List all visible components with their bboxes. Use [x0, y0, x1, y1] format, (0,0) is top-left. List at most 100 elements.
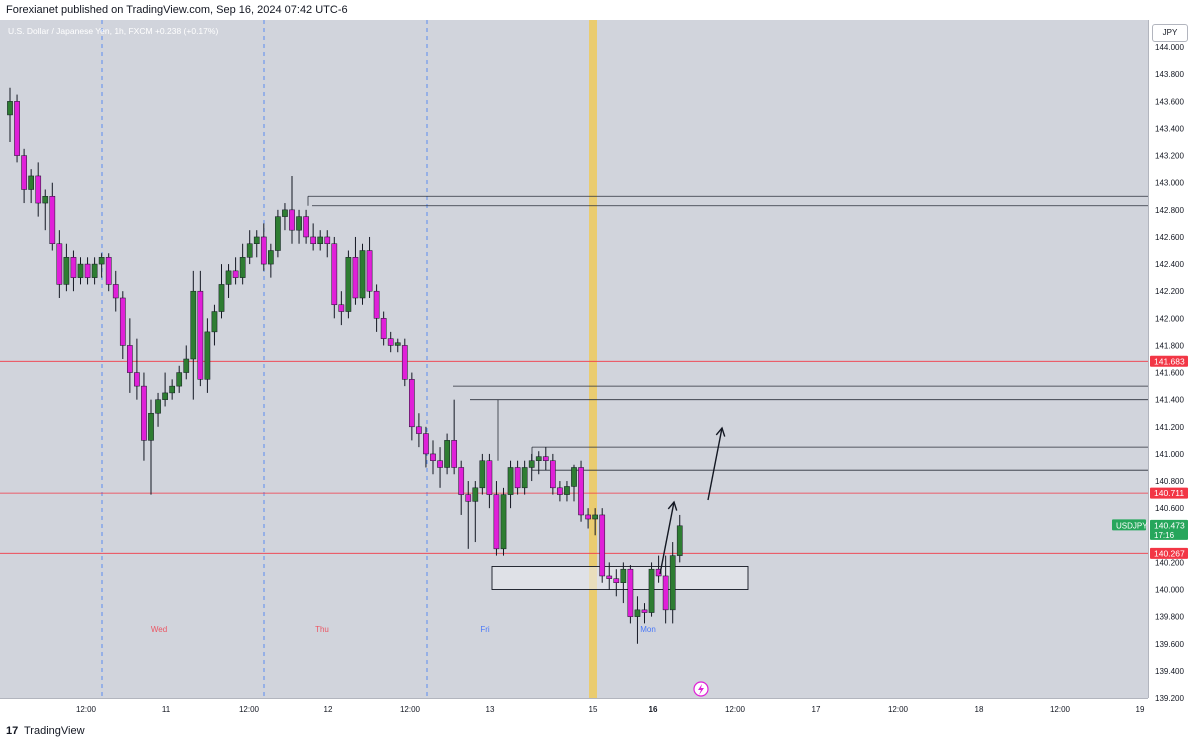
candle[interactable] — [239, 257, 246, 278]
candle[interactable] — [458, 467, 465, 495]
candle[interactable] — [430, 453, 436, 461]
candle[interactable] — [585, 514, 591, 520]
candle[interactable] — [416, 426, 422, 434]
candle[interactable] — [338, 304, 345, 312]
candle[interactable] — [197, 290, 204, 380]
candle[interactable] — [112, 284, 119, 299]
candle[interactable] — [451, 440, 457, 468]
candle[interactable] — [627, 568, 634, 617]
candle[interactable] — [324, 236, 331, 244]
candle[interactable] — [500, 494, 507, 550]
candle[interactable] — [91, 263, 98, 278]
candle[interactable] — [394, 342, 401, 346]
arrow-annotation[interactable] — [707, 427, 723, 501]
candle[interactable] — [225, 270, 232, 285]
candle[interactable] — [676, 525, 683, 556]
candle[interactable] — [246, 243, 253, 258]
candle[interactable] — [21, 155, 27, 190]
demand-zone-box[interactable] — [491, 566, 749, 590]
candle[interactable] — [366, 250, 373, 292]
candle[interactable] — [162, 392, 168, 400]
candle[interactable] — [35, 175, 42, 204]
candle[interactable] — [528, 460, 535, 468]
candle[interactable] — [542, 456, 549, 461]
candle[interactable] — [606, 575, 613, 579]
candle[interactable] — [49, 196, 56, 244]
candle[interactable] — [465, 494, 472, 502]
candle[interactable] — [289, 209, 295, 231]
candle[interactable] — [253, 236, 260, 244]
candle[interactable] — [310, 236, 316, 244]
candle[interactable] — [56, 243, 63, 285]
candle[interactable] — [380, 318, 387, 339]
candle[interactable] — [578, 467, 584, 516]
candle[interactable] — [105, 257, 112, 285]
arrow-annotation[interactable] — [659, 501, 675, 575]
candle[interactable] — [141, 385, 147, 441]
candle[interactable] — [613, 578, 620, 583]
candle[interactable] — [84, 263, 91, 278]
candle[interactable] — [345, 257, 352, 312]
candle[interactable] — [535, 456, 542, 461]
candle[interactable] — [662, 575, 669, 611]
candle[interactable] — [176, 372, 183, 387]
candle[interactable] — [127, 345, 133, 373]
candle[interactable] — [232, 270, 239, 278]
candle[interactable] — [211, 311, 218, 333]
candle[interactable] — [119, 297, 126, 346]
candle[interactable] — [268, 250, 274, 265]
candle[interactable] — [155, 399, 161, 414]
candle[interactable] — [260, 236, 267, 265]
candle[interactable] — [521, 467, 528, 489]
candle[interactable] — [275, 216, 281, 251]
tradingview-brand[interactable]: TradingView — [24, 725, 85, 737]
candle[interactable] — [70, 257, 77, 278]
candle[interactable] — [134, 372, 140, 387]
candle[interactable] — [303, 216, 309, 238]
candle[interactable] — [514, 467, 521, 489]
symbol-legend[interactable]: U.S. Dollar / Japanese Yen, 1h, FXCM +0.… — [8, 26, 218, 36]
candle[interactable] — [620, 568, 627, 583]
candle[interactable] — [28, 175, 34, 190]
candle[interactable] — [387, 338, 394, 346]
candle[interactable] — [550, 460, 556, 489]
candle[interactable] — [472, 487, 479, 502]
candle[interactable] — [557, 487, 563, 495]
candle[interactable] — [77, 263, 84, 278]
candle[interactable] — [641, 609, 648, 613]
candle[interactable] — [218, 284, 225, 312]
symbol-tag[interactable]: USDJPY — [1116, 521, 1148, 530]
candle[interactable] — [352, 257, 359, 299]
candle[interactable] — [317, 236, 324, 244]
candle[interactable] — [479, 460, 486, 489]
candle[interactable] — [169, 385, 176, 394]
current-price-tag[interactable]: 140.473 — [1154, 520, 1185, 530]
candle[interactable] — [648, 568, 655, 613]
candle[interactable] — [599, 514, 606, 577]
candle[interactable] — [98, 257, 105, 265]
candle[interactable] — [655, 568, 662, 577]
candle[interactable] — [359, 250, 366, 299]
candle[interactable] — [444, 440, 450, 468]
candle[interactable] — [493, 494, 500, 550]
candle[interactable] — [14, 101, 20, 156]
level-price-tag[interactable]: 141.683 — [1154, 356, 1185, 366]
candle[interactable] — [669, 555, 676, 611]
candle[interactable] — [282, 209, 288, 217]
candle[interactable] — [437, 460, 443, 468]
candle[interactable] — [571, 467, 577, 487]
level-price-tag[interactable]: 140.711 — [1154, 488, 1184, 498]
candle[interactable] — [7, 101, 13, 116]
currency-selector[interactable]: JPY — [1152, 24, 1188, 42]
candle[interactable] — [592, 514, 598, 520]
time-axis[interactable] — [0, 698, 1148, 718]
level-price-tag[interactable]: 140.267 — [1154, 548, 1185, 558]
candle[interactable] — [373, 290, 380, 319]
candle[interactable] — [423, 433, 429, 455]
candle[interactable] — [148, 412, 154, 441]
candle[interactable] — [507, 467, 514, 495]
candle[interactable] — [634, 609, 641, 617]
candle[interactable] — [190, 290, 197, 360]
candle[interactable] — [183, 358, 190, 373]
